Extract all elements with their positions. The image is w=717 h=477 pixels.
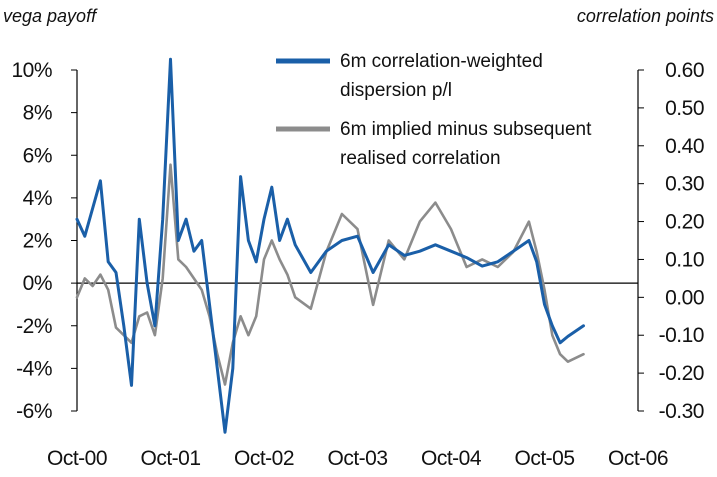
legend-label-dispersion-line2: dispersion p/l <box>340 80 452 101</box>
right-tick-label: -0.30 <box>659 400 704 423</box>
x-tick-label: Oct-05 <box>514 447 574 470</box>
left-tick-label: -2% <box>16 315 52 338</box>
legend-label-correlation-line1: 6m implied minus subsequent <box>340 119 592 140</box>
right-tick-label: 0.50 <box>665 97 704 120</box>
x-tick-label: Oct-01 <box>140 447 200 470</box>
left-axis-title: vega payoff <box>3 6 98 26</box>
left-tick-label: 2% <box>23 230 52 253</box>
x-tick-label: Oct-00 <box>47 447 107 470</box>
series-line-dispersion <box>75 57 585 434</box>
right-tick-label: 0.30 <box>665 173 704 196</box>
x-tick-label: Oct-06 <box>608 447 668 470</box>
legend: 6m correlation-weighted dispersion p/l 6… <box>276 51 592 169</box>
x-tick-label: Oct-04 <box>421 447 482 470</box>
series-layer <box>75 57 585 434</box>
left-tick-label: 4% <box>23 187 52 210</box>
right-tick-label: 0.40 <box>665 135 704 158</box>
axes: 10% 8% 6% 4% 2% 0% -2% -4% -6% 0.60 0.50 0.40 0.30 0.… <box>11 59 704 470</box>
right-tick-label: 0.00 <box>665 286 704 309</box>
left-tick-label: -4% <box>16 357 52 380</box>
x-tick-label: Oct-02 <box>234 447 294 470</box>
right-tick-label: 0.20 <box>665 211 704 234</box>
x-tick-label: Oct-03 <box>327 447 387 470</box>
right-tick-label: 0.60 <box>665 59 704 82</box>
left-tick-label: 6% <box>23 144 52 167</box>
left-tick-label: 8% <box>23 102 52 125</box>
left-tick-label: 10% <box>11 59 52 82</box>
right-tick-label: -0.20 <box>659 362 704 385</box>
right-tick-label: -0.10 <box>659 324 704 347</box>
legend-label-dispersion-line1: 6m correlation-weighted <box>340 51 543 72</box>
left-tick-label: 0% <box>23 272 52 295</box>
series-line-correlation <box>75 163 585 386</box>
right-axis-title: correlation points <box>577 6 714 26</box>
left-tick-label: -6% <box>16 400 52 423</box>
legend-label-correlation-line2: realised correlation <box>340 148 501 169</box>
right-tick-label: 0.10 <box>665 248 704 271</box>
